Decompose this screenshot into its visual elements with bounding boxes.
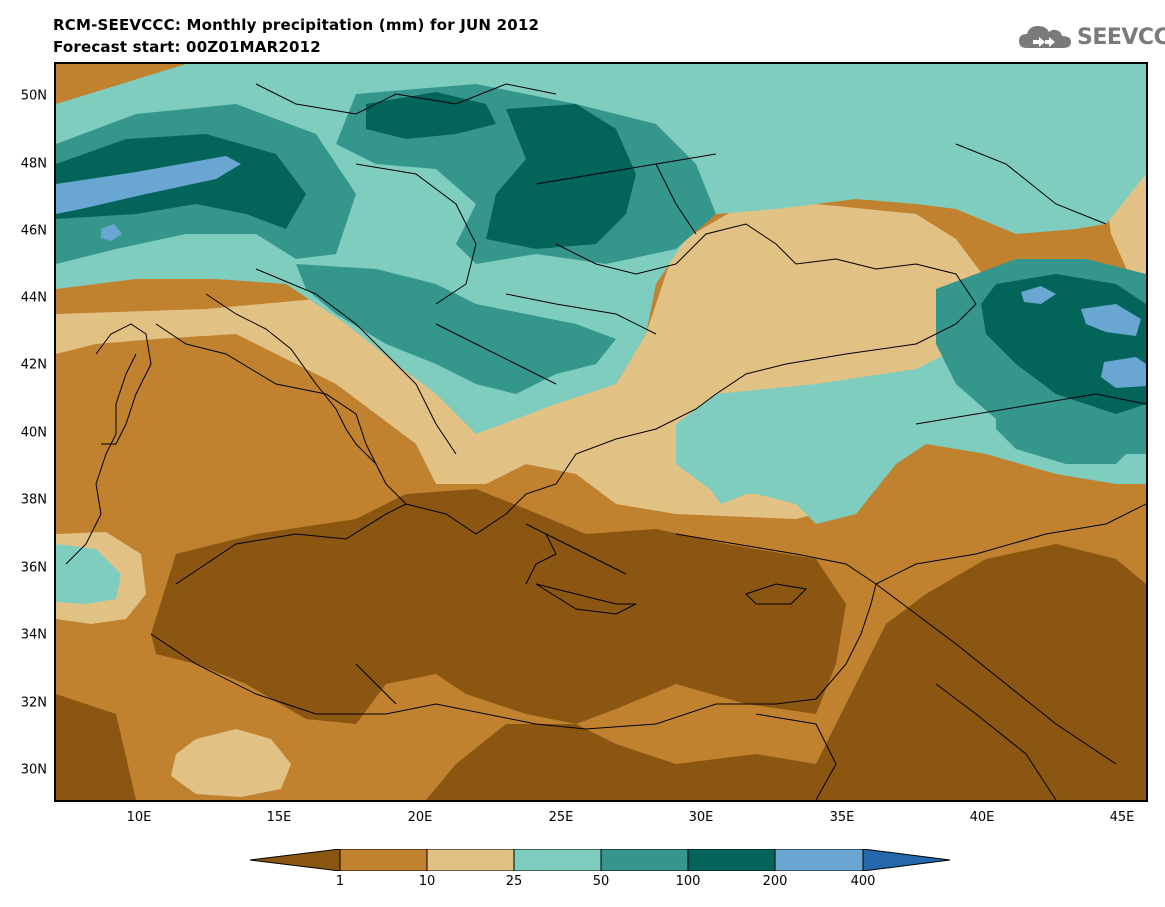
- lon-label-20e: 20E: [407, 810, 433, 825]
- colorbar-bin-100-200: [687, 848, 776, 872]
- contour-10-25-libya: [171, 729, 291, 797]
- colorbar-label-1: 1: [335, 874, 345, 889]
- contour-50-100-caucasus-south: [996, 404, 1136, 464]
- cloud-icon: [1019, 26, 1071, 48]
- contour-below-1-east: [816, 544, 1146, 800]
- lat-label-38n: 38N: [20, 492, 47, 508]
- lat-label-46n: 46N: [20, 223, 47, 239]
- contour-200-400-alps: [56, 156, 241, 214]
- colorbar-bin-1-10: [339, 848, 428, 872]
- precipitation-map: [54, 62, 1148, 802]
- colorbar-bin-200-400: [774, 848, 864, 872]
- colorbar-bin-25-50: [513, 848, 602, 872]
- coastlines-and-borders: [65, 83, 1146, 800]
- colorbar-bin-gt400: [862, 848, 951, 872]
- contour-below-1-sea: [151, 489, 846, 724]
- contour-200-400-caucasus-2: [1081, 304, 1141, 336]
- colorbar-label-25: 25: [505, 874, 523, 889]
- colorbar-label-400: 400: [850, 874, 876, 889]
- lon-label-15e: 15E: [266, 810, 292, 825]
- lon-label-40e: 40E: [969, 810, 995, 825]
- contour-100-200-carpathians: [486, 104, 636, 249]
- lat-label-50n: 50N: [20, 88, 47, 104]
- colorbar-bin-50-100: [600, 848, 689, 872]
- lat-label-44n: 44N: [20, 290, 47, 306]
- seevccc-logo: SEEVCCC: [1017, 22, 1165, 52]
- lon-label-35e: 35E: [829, 810, 855, 825]
- lat-label-40n: 40N: [20, 425, 47, 441]
- colorbar-bin-10-25: [426, 848, 515, 872]
- contour-100-200-carpathians-north: [366, 92, 496, 139]
- contour-25-50-tunisia: [56, 544, 121, 604]
- contour-200-400-alps-spot: [101, 224, 122, 241]
- lat-label-42n: 42N: [20, 357, 47, 373]
- map-title: RCM-SEEVCCC: Monthly precipitation (mm) …: [53, 16, 540, 34]
- lon-label-45e: 45E: [1109, 810, 1135, 825]
- contour-below-1-south-west: [56, 694, 136, 800]
- contour-25-50-anatolia-spot: [706, 444, 756, 504]
- lat-label-32n: 32N: [20, 695, 47, 711]
- colorbar: [249, 848, 951, 875]
- colorbar-label-100: 100: [675, 874, 701, 889]
- forecast-start: Forecast start: 00Z01MAR2012: [53, 38, 321, 56]
- lat-label-34n: 34N: [20, 627, 47, 643]
- lat-label-36n: 36N: [20, 560, 47, 576]
- contour-below-1-south: [426, 724, 846, 800]
- colorbar-label-10: 10: [418, 874, 436, 889]
- title-block: RCM-SEEVCCC: Monthly precipitation (mm) …: [53, 14, 539, 58]
- contour-200-400-caucasus-3: [1101, 357, 1146, 388]
- colorbar-label-50: 50: [592, 874, 610, 889]
- logo-text: SEEVCCC: [1077, 24, 1165, 50]
- contour-200-400-caucasus-1: [1021, 286, 1056, 304]
- contour-50-100-balkans: [296, 264, 616, 394]
- lat-label-30n: 30N: [20, 762, 47, 778]
- lon-label-25e: 25E: [548, 810, 574, 825]
- lon-label-10e: 10E: [126, 810, 152, 825]
- colorbar-bin-lt1: [249, 848, 341, 872]
- colorbar-label-200: 200: [762, 874, 788, 889]
- lat-label-48n: 48N: [20, 156, 47, 172]
- lon-label-30e: 30E: [688, 810, 714, 825]
